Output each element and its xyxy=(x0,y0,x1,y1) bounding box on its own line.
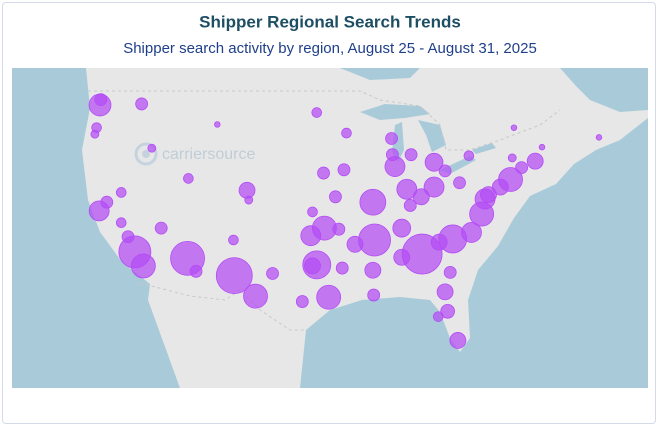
bubble xyxy=(307,206,318,218)
bubble xyxy=(463,150,475,162)
chart-title: Shipper Regional Search Trends xyxy=(199,12,461,31)
pacific xyxy=(12,68,180,388)
bubble xyxy=(507,153,517,163)
logo xyxy=(142,150,150,158)
bubbles xyxy=(88,93,603,349)
bubble xyxy=(449,332,467,349)
bubble xyxy=(424,152,444,172)
lake-ontario xyxy=(472,143,496,154)
bubble xyxy=(367,288,381,302)
bubble xyxy=(115,217,127,229)
bubble xyxy=(215,257,253,295)
bubble xyxy=(147,143,157,153)
bubble xyxy=(359,188,387,216)
card xyxy=(2,2,656,424)
bubble xyxy=(329,190,342,204)
logo xyxy=(134,142,158,166)
gulf-atlantic xyxy=(300,118,648,388)
bubble xyxy=(393,248,411,266)
bubble xyxy=(337,163,351,177)
bubble xyxy=(403,199,417,212)
bubble xyxy=(453,176,466,190)
bubble xyxy=(135,97,149,111)
bubble xyxy=(189,264,203,278)
bubble xyxy=(332,222,346,236)
watermark: carriersource xyxy=(134,142,255,166)
bubble xyxy=(480,186,497,204)
hudson-bay xyxy=(340,68,420,80)
bubble xyxy=(510,124,518,131)
bubble xyxy=(358,223,391,257)
bubble xyxy=(214,121,221,128)
bubble xyxy=(526,152,544,170)
bubble xyxy=(385,132,398,145)
bubble xyxy=(438,164,452,178)
bubble xyxy=(243,283,268,309)
chart-subtitle: Shipper search activity by region, Augus… xyxy=(123,40,537,57)
bubble xyxy=(538,143,546,151)
bubble xyxy=(90,129,100,139)
bubble xyxy=(423,176,445,198)
bubble xyxy=(316,284,342,310)
lake-huron xyxy=(418,120,446,152)
bubble xyxy=(317,166,330,180)
bubble xyxy=(183,173,194,184)
bubble xyxy=(244,195,254,205)
bubble xyxy=(295,295,309,308)
bubble xyxy=(396,178,418,200)
bubble xyxy=(515,161,528,175)
watermark-text: carriersource xyxy=(162,146,255,163)
gulf-stlawrence xyxy=(560,68,648,112)
bubble xyxy=(364,261,382,279)
bubble xyxy=(238,181,256,199)
bubble xyxy=(335,261,349,275)
bubble xyxy=(115,187,127,198)
bubble xyxy=(94,93,108,106)
bubble xyxy=(443,265,457,279)
bubble xyxy=(311,107,323,118)
bubble xyxy=(430,233,448,251)
bubble xyxy=(412,188,430,206)
border xyxy=(88,90,561,151)
bubble xyxy=(461,222,482,243)
bubble xyxy=(304,257,321,275)
bubble xyxy=(392,218,412,238)
bubble xyxy=(498,167,523,192)
bubble xyxy=(100,195,114,209)
bubble xyxy=(228,234,239,246)
lake-superior xyxy=(360,104,430,120)
bubble xyxy=(404,148,418,162)
bubble xyxy=(385,148,399,162)
bubble xyxy=(346,235,364,253)
bubble xyxy=(436,283,454,301)
bubble xyxy=(440,303,455,319)
bubble xyxy=(595,134,603,141)
bubble xyxy=(130,253,156,279)
bubble xyxy=(433,311,444,322)
bubble xyxy=(154,221,168,235)
bubble xyxy=(266,267,279,280)
bubble xyxy=(341,127,352,139)
